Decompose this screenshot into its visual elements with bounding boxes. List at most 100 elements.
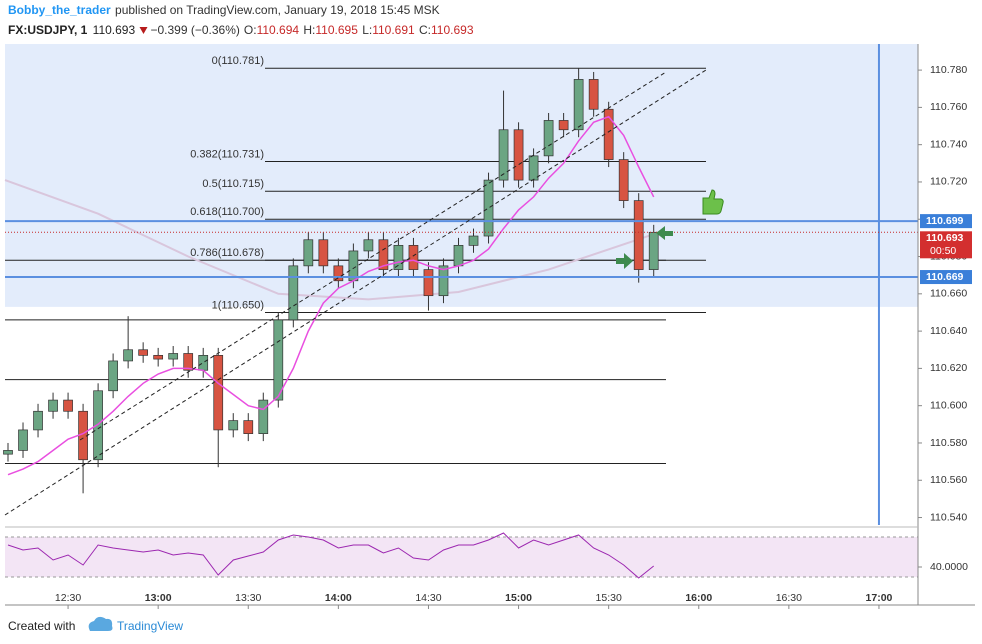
ohlc-value: 110.691 [372, 23, 415, 37]
candle-body [18, 429, 28, 451]
candle-body [243, 420, 254, 434]
fib-label: 0(110.781) [212, 55, 264, 67]
y-tick-label: 110.600 [930, 399, 967, 411]
price-tag-label: 110.699 [926, 215, 964, 227]
candle-body [363, 239, 374, 252]
candle-body [33, 410, 43, 431]
y-tick-label: 110.660 [930, 288, 967, 300]
rsi-tick-label: 40.0000 [930, 561, 968, 573]
x-tick-label: 16:00 [685, 592, 712, 604]
last-price-label: 110.693 [926, 232, 964, 244]
header: Bobby_the_trader published on TradingVie… [8, 3, 474, 37]
candle-body [423, 269, 434, 297]
candle-body [48, 399, 58, 412]
x-tick-label: 12:30 [55, 592, 81, 604]
candle-body [138, 349, 149, 356]
candle-body [303, 239, 314, 267]
ohlc-value: 110.693 [431, 23, 474, 37]
arrow-right [616, 253, 633, 269]
candle-body [273, 319, 284, 401]
footer-text: Created with [8, 619, 75, 633]
author[interactable]: Bobby_the_trader [8, 3, 111, 17]
candle-body [213, 354, 224, 431]
fib-label: 1(110.650) [212, 299, 264, 311]
candle-body [408, 244, 419, 270]
candle-body [588, 79, 599, 110]
y-tick-label: 110.560 [930, 474, 967, 486]
candle-body [513, 129, 524, 181]
candle-body [468, 235, 479, 246]
candle-body [543, 120, 554, 157]
candle-body [633, 200, 644, 270]
candle-body [63, 399, 73, 412]
candle-body [438, 265, 449, 297]
candle-body [93, 390, 103, 461]
candle-body [618, 159, 629, 201]
highlight-zone [5, 44, 918, 307]
candle-body [3, 450, 13, 455]
candle-body [318, 239, 329, 267]
moving-average [7, 115, 655, 476]
ohlc-label: L: [362, 23, 372, 37]
x-tick-label: 15:00 [505, 592, 532, 604]
ohlc-label: O: [244, 23, 257, 37]
footer-brand[interactable]: TradingView [117, 619, 183, 633]
plot-area [3, 44, 918, 579]
candle-body [378, 239, 389, 270]
rsi-band [5, 537, 918, 577]
ohlc-label: C: [419, 23, 431, 37]
fib-label: 0.618(110.700) [190, 206, 264, 218]
trend-line [79, 71, 667, 441]
candle-body [453, 244, 464, 267]
countdown: 00:50 [930, 245, 956, 257]
ohlc-label: H: [303, 23, 315, 37]
x-tick-label: 16:30 [776, 592, 802, 604]
candle-body [108, 360, 118, 392]
tv-logo [88, 616, 113, 631]
candle-body [558, 120, 569, 131]
candle-body [153, 354, 164, 360]
trend-line [4, 69, 707, 516]
published-note: published on TradingView.com, January 19… [115, 3, 440, 17]
price-tag-label: 110.669 [926, 271, 964, 283]
y-tick-label: 110.620 [930, 362, 967, 374]
down-arrow [139, 27, 148, 34]
x-tick-label: 14:30 [415, 592, 441, 604]
x-tick-label: 13:00 [145, 592, 172, 604]
x-tick-label: 17:00 [866, 592, 893, 604]
candle-body [573, 79, 584, 131]
candle-body [228, 420, 239, 431]
thumbs-up-icon [702, 189, 724, 215]
price-tag [920, 270, 972, 285]
ohlc-value: 110.695 [315, 23, 358, 37]
y-tick-label: 110.580 [930, 437, 967, 449]
y-tick-label: 110.780 [930, 64, 967, 76]
ohlc-value: 110.694 [257, 23, 300, 37]
candle-body [498, 129, 509, 181]
rsi-line [7, 532, 655, 579]
fib-label: 0.786(110.678) [190, 247, 264, 259]
last-price: 110.693 [93, 23, 136, 37]
candle-body [258, 399, 269, 434]
x-tick-label: 15:30 [596, 592, 622, 604]
y-tick-label: 110.540 [930, 511, 967, 523]
change: −0.399 (−0.36%) [150, 23, 239, 37]
candle-body [528, 155, 539, 181]
candle-body [333, 265, 344, 282]
candle-body [168, 353, 179, 360]
price-tag [920, 214, 972, 229]
y-tick-label: 110.640 [930, 325, 967, 337]
candle-body [183, 353, 194, 371]
arrow-left [656, 226, 673, 240]
y-tick-label: 110.740 [930, 138, 967, 150]
footer: Created with TradingView [8, 616, 183, 633]
y-tick-label: 110.720 [930, 176, 967, 188]
candle-body [483, 179, 494, 237]
candle-body [198, 354, 209, 371]
candle-body [393, 244, 404, 270]
fib-label: 0.5(110.715) [202, 178, 264, 190]
x-tick-label: 13:30 [235, 592, 261, 604]
candle-body [648, 231, 659, 270]
symbol: FX:USDJPY, 1 [8, 23, 88, 37]
